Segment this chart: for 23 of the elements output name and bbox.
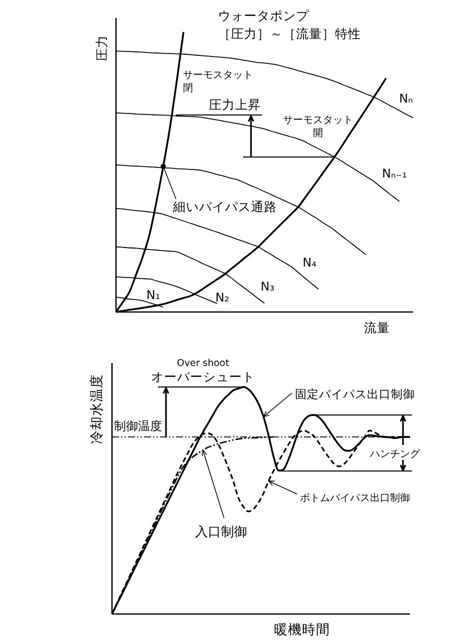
x-axis-title: 流量 — [364, 320, 390, 335]
series-label: 細いバイパス通路 — [173, 199, 277, 214]
series-label: N₁ — [146, 288, 160, 302]
annotation: 圧力上昇 — [209, 97, 261, 112]
annotation: オーバーシュート — [151, 369, 255, 384]
series-label: N₃ — [260, 279, 274, 294]
annotation: 入口制御 — [195, 525, 247, 540]
series-label: サーモスタット閉 — [183, 70, 253, 94]
series-label: サーモスタット開 — [283, 115, 353, 139]
series-label: 固定バイパス出口制御 — [295, 387, 415, 401]
annotation: Over shoot — [176, 358, 230, 369]
annotation: ボトムバイパス出口制御 — [300, 493, 410, 504]
annotation: ハンチング — [370, 449, 420, 460]
series-label: N₄ — [302, 255, 316, 270]
ref-line-label: 制御温度 — [114, 419, 162, 433]
series-label: Nₙ — [399, 92, 413, 106]
subtitle: ［圧力］～［流量］特性 — [218, 26, 361, 41]
y-axis-title: 圧力 — [94, 35, 109, 61]
series-label: N₂ — [215, 290, 230, 305]
y-axis-title: 冷却水温度 — [89, 374, 105, 444]
x-axis-title: 暖機時間 — [274, 622, 330, 638]
title: ウォータポンプ — [218, 8, 309, 23]
series-label: Nₙ₋₁ — [382, 166, 407, 180]
